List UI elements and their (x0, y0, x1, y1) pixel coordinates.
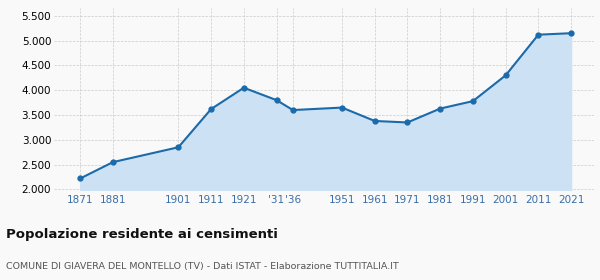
Text: Popolazione residente ai censimenti: Popolazione residente ai censimenti (6, 228, 278, 241)
Text: COMUNE DI GIAVERA DEL MONTELLO (TV) - Dati ISTAT - Elaborazione TUTTITALIA.IT: COMUNE DI GIAVERA DEL MONTELLO (TV) - Da… (6, 262, 399, 271)
